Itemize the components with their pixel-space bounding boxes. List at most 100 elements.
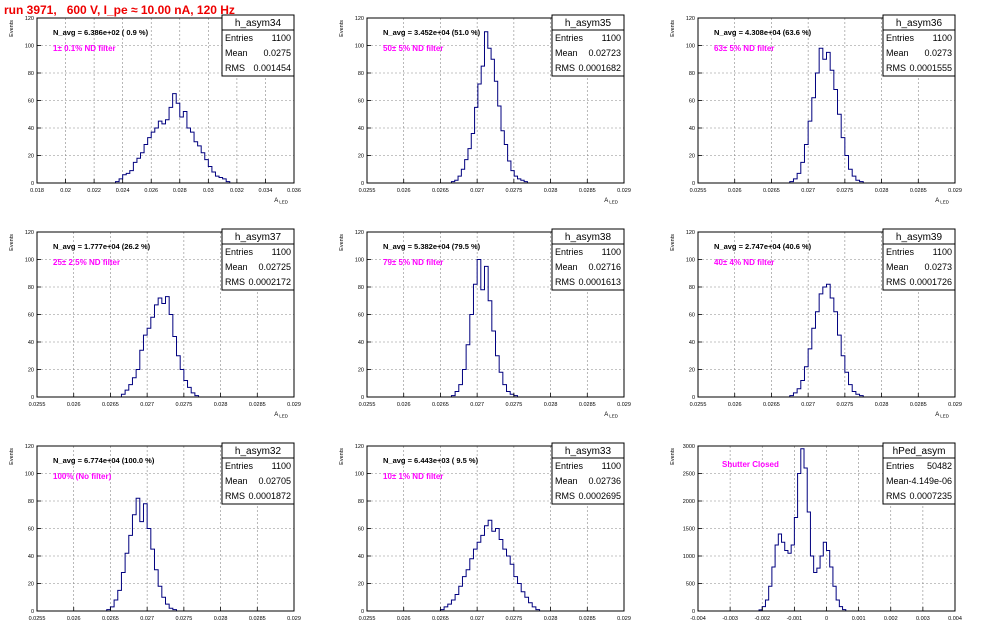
stats-value: 50482 — [927, 461, 952, 471]
x-tick-label: 0.0255 — [359, 402, 376, 408]
x-tick-label: 0.0275 — [175, 402, 192, 408]
stats-value: 1100 — [602, 33, 621, 43]
stats-value: 1100 — [272, 247, 291, 257]
y-tick-label: 20 — [358, 582, 364, 588]
x-tick-label: -0.001 — [787, 616, 803, 622]
stats-value: 0.0001872 — [248, 491, 291, 501]
x-tick-label: 0.0255 — [29, 402, 46, 408]
stats-box — [221, 442, 295, 505]
y-tick-label: 80 — [28, 285, 34, 291]
y-tick-label: 80 — [689, 285, 695, 291]
stats-value: 0.02736 — [588, 476, 621, 486]
histogram-panel-h_asym32: 0.0255 0.026 0.0265 0.027 0.0275 0.028 0.0285 0… — [9, 442, 301, 622]
x-tick-label: 0.0265 — [102, 616, 119, 622]
x-tick-label: 0.026 — [728, 402, 742, 408]
y-tick-label: 100 — [686, 44, 695, 50]
y-tick-label: 40 — [358, 554, 364, 560]
y-tick-label: 120 — [25, 16, 34, 22]
x-tick-label: 0.027 — [140, 616, 154, 622]
x-tick-label: 0.028 — [875, 188, 889, 194]
x-tick-label: 0.032 — [230, 188, 244, 194]
stats-label: RMS — [225, 63, 245, 73]
y-tick-label: 60 — [28, 527, 34, 533]
x-axis-label: ALED — [604, 198, 619, 205]
stats-value: 1100 — [602, 247, 621, 257]
x-tick-label: 0.027 — [470, 402, 484, 408]
stats-title: h_asym34 — [235, 18, 282, 29]
stats-box — [882, 442, 956, 505]
y-tick-label: 0 — [31, 395, 34, 401]
histogram-panel-h_asym37: 0.0255 0.026 0.0265 0.027 0.0275 0.028 0.0285 0… — [9, 228, 301, 419]
y-tick-label: 100 — [25, 472, 34, 478]
stats-label: Entries — [555, 461, 584, 471]
stats-value: 1100 — [933, 33, 952, 43]
y-tick-label: 100 — [686, 258, 695, 264]
y-tick-label: 0 — [692, 181, 695, 187]
x-tick-label: 0.027 — [801, 188, 815, 194]
x-tick-label: 0 — [825, 616, 828, 622]
y-axis-label: Events — [339, 20, 345, 37]
stats-label: Mean — [886, 48, 909, 58]
y-tick-label: 60 — [358, 527, 364, 533]
y-tick-label: 120 — [355, 444, 364, 450]
filter-label: 50± 5% ND filter — [383, 44, 443, 53]
x-tick-label: 0.0285 — [910, 188, 927, 194]
y-tick-label: 20 — [358, 368, 364, 374]
stats-value: 0.0002695 — [578, 491, 621, 501]
stats-title: h_asym38 — [565, 232, 612, 243]
y-tick-label: 80 — [28, 71, 34, 77]
x-tick-label: -0.003 — [722, 616, 738, 622]
stats-value: -4.149e-06 — [908, 476, 952, 486]
stats-value: 0.0007235 — [909, 491, 952, 501]
x-tick-label: 0.0265 — [763, 402, 780, 408]
y-tick-label: 1500 — [683, 527, 695, 533]
x-tick-label: 0.0265 — [432, 402, 449, 408]
y-tick-label: 20 — [358, 154, 364, 160]
stats-label: Entries — [886, 461, 915, 471]
x-tick-label: 0.029 — [617, 402, 631, 408]
x-tick-label: 0.002 — [884, 616, 898, 622]
stats-label: Entries — [555, 247, 584, 257]
y-tick-label: 80 — [689, 71, 695, 77]
x-tick-label: 0.0255 — [359, 616, 376, 622]
x-tick-label: 0.034 — [259, 188, 273, 194]
x-tick-label: 0.0275 — [505, 402, 522, 408]
x-tick-label: 0.036 — [287, 188, 301, 194]
y-tick-label: 3000 — [683, 444, 695, 450]
x-tick-label: 0.028 — [544, 616, 558, 622]
histogram-panel-h_asym39: 0.0255 0.026 0.0265 0.027 0.0275 0.028 0.0285 0… — [670, 228, 962, 419]
x-axis-label-subscript: LED — [279, 414, 289, 419]
x-tick-label: 0.0285 — [249, 616, 266, 622]
histogram-panel-h_asym34: 0.018 0.02 0.022 0.024 0.026 0.028 0.03 0.032 0.… — [9, 14, 301, 205]
navg-label: N_avg = 1.777e+04 (26.2 %) — [53, 242, 151, 251]
histogram-panel-h_asym33: 0.0255 0.026 0.0265 0.027 0.0275 0.028 0.0285 0… — [339, 442, 631, 622]
y-axis-label: Events — [339, 234, 345, 251]
x-tick-label: 0.029 — [948, 188, 962, 194]
stats-label: Mean — [886, 476, 909, 486]
stats-title: h_asym33 — [565, 446, 612, 457]
y-axis-label: Events — [9, 20, 15, 37]
y-tick-label: 500 — [686, 582, 695, 588]
stats-value: 0.0273 — [924, 262, 952, 272]
histogram-panel-h_asym36: 0.0255 0.026 0.0265 0.027 0.0275 0.028 0.0285 0… — [670, 14, 962, 205]
x-tick-label: -0.002 — [754, 616, 770, 622]
histogram-h_asym39 — [789, 283, 864, 397]
x-tick-label: 0.026 — [67, 616, 81, 622]
x-tick-label: 0.026 — [397, 188, 411, 194]
histogram-h_asym36 — [789, 47, 864, 183]
y-tick-label: 1000 — [683, 554, 695, 560]
y-tick-label: 120 — [686, 230, 695, 236]
y-tick-label: 100 — [25, 44, 34, 50]
y-tick-label: 60 — [28, 313, 34, 319]
x-tick-label: 0.026 — [397, 402, 411, 408]
histogram-panel-hPed_asym: -0.004 -0.003 -0.002 -0.001 0 0.001 0.002 0.003… — [670, 442, 962, 622]
navg-label: N_avg = 6.443e+03 ( 9.5 %) — [383, 456, 479, 465]
y-tick-label: 20 — [689, 368, 695, 374]
x-tick-label: 0.0275 — [836, 188, 853, 194]
stats-value: 1100 — [272, 33, 291, 43]
x-axis-label: ALED — [274, 198, 289, 205]
x-tick-label: 0.029 — [617, 188, 631, 194]
y-tick-label: 0 — [361, 395, 364, 401]
stats-label: RMS — [225, 277, 245, 287]
